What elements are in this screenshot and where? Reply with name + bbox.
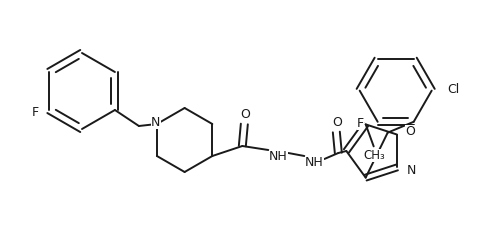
Text: F: F [357, 117, 363, 130]
Text: NH: NH [269, 150, 287, 163]
Text: Cl: Cl [448, 83, 460, 96]
Text: O: O [241, 107, 250, 120]
Text: N: N [407, 164, 416, 177]
Text: O: O [405, 125, 415, 138]
Text: NH: NH [305, 155, 324, 169]
Text: F: F [31, 106, 39, 118]
Text: O: O [333, 115, 342, 128]
Text: N: N [151, 115, 161, 128]
Text: CH₃: CH₃ [364, 149, 386, 162]
